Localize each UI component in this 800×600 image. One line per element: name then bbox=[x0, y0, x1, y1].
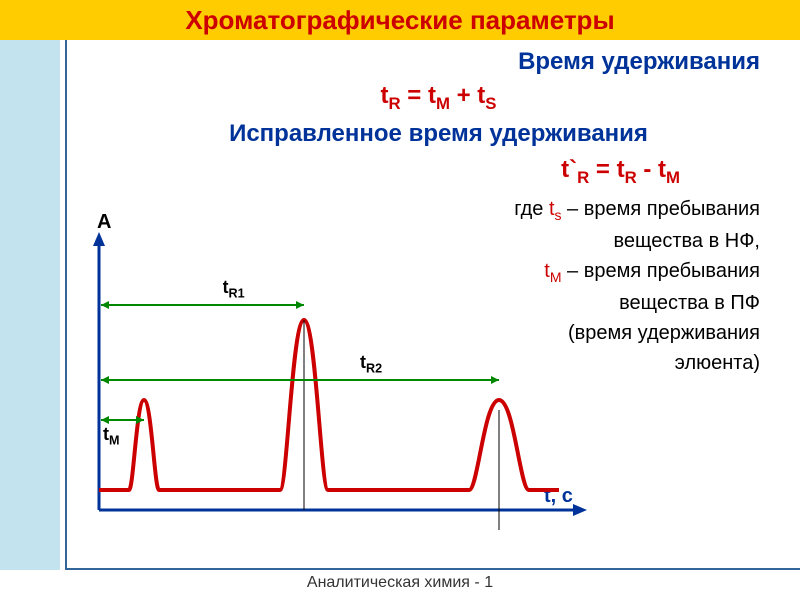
chart-svg: At, сtR1tR2tM bbox=[79, 210, 599, 540]
formula1: tR = tM + tS bbox=[77, 82, 800, 114]
title-bar: Хроматографические параметры bbox=[0, 0, 800, 40]
section1-title: Время удерживания bbox=[77, 48, 800, 76]
svg-text:A: A bbox=[97, 211, 111, 233]
page-title: Хроматографические параметры bbox=[185, 5, 614, 36]
section2-title: Исправленное время удерживания bbox=[77, 120, 800, 148]
formula2: t`R = tR - tM bbox=[77, 156, 800, 188]
sidebar-accent bbox=[0, 40, 60, 570]
line6: элюента) bbox=[675, 352, 760, 374]
line4: вещества в ПФ bbox=[619, 292, 760, 314]
line2: вещества в НФ, bbox=[613, 230, 760, 252]
footer: Аналитическая химия - 1 bbox=[0, 572, 800, 600]
chromatogram-chart: At, сtR1tR2tM bbox=[79, 210, 599, 540]
content-area: Время удерживания tR = tM + tS Исправлен… bbox=[65, 40, 800, 570]
